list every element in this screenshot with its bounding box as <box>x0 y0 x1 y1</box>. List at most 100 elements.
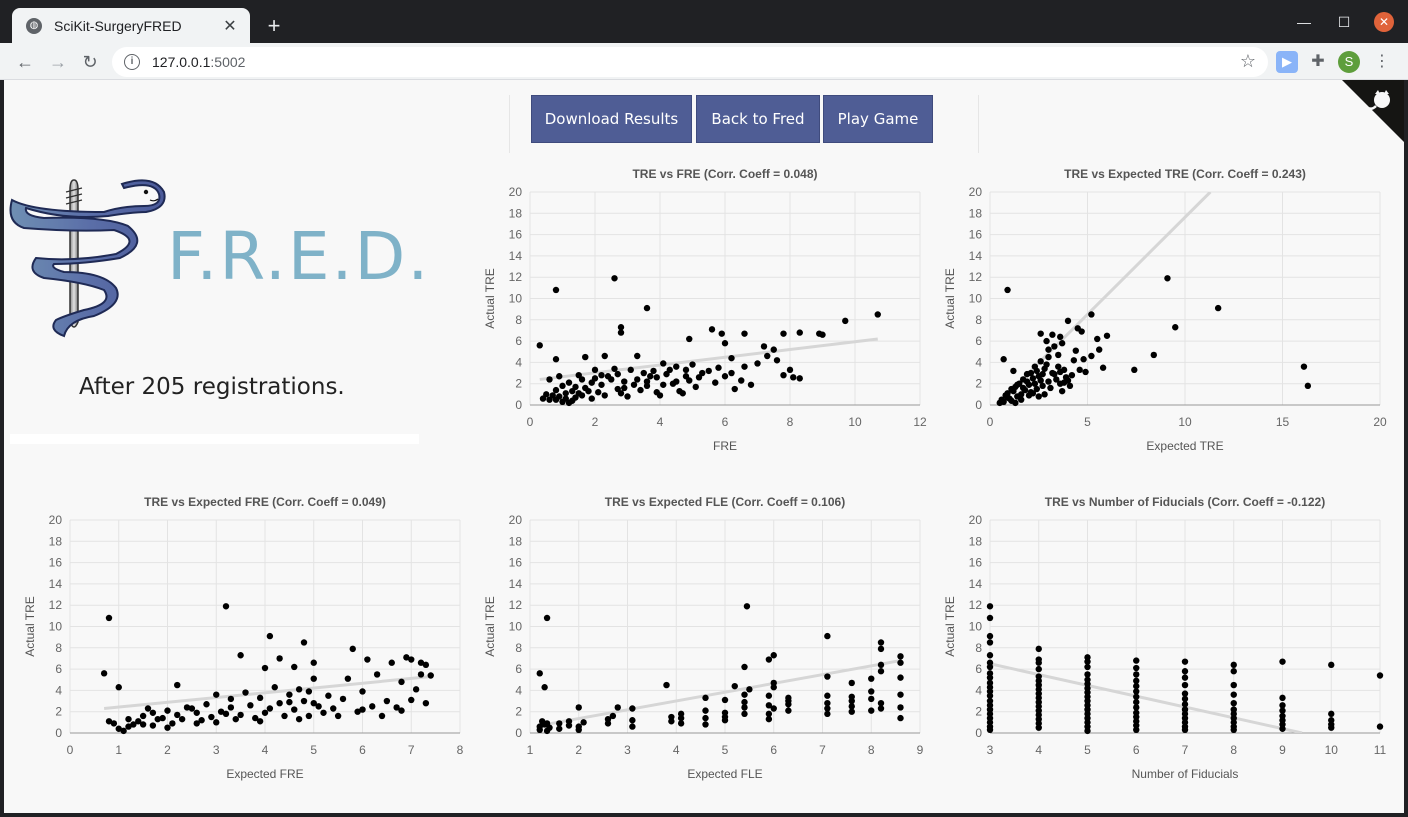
data-point <box>986 603 994 610</box>
data-point <box>536 342 543 349</box>
y-tick-label: 20 <box>509 513 523 527</box>
y-tick-label: 2 <box>975 705 982 719</box>
data-point <box>256 694 264 702</box>
data-point <box>408 656 415 663</box>
y-tick-label: 14 <box>49 577 63 591</box>
data-point <box>614 704 621 711</box>
data-point <box>295 686 303 693</box>
data-point <box>1031 380 1039 387</box>
download-results-button[interactable]: Download Results <box>531 95 692 143</box>
data-point <box>986 652 994 659</box>
data-point <box>874 311 881 318</box>
bookmark-star-icon[interactable]: ☆ <box>1239 51 1256 71</box>
data-point <box>731 682 738 690</box>
data-point <box>728 369 735 377</box>
data-point <box>660 360 667 367</box>
y-tick-label: 18 <box>969 534 983 548</box>
maximize-icon[interactable]: ☐ <box>1337 14 1351 30</box>
profile-avatar[interactable]: S <box>1338 51 1360 73</box>
data-point <box>1328 724 1335 731</box>
data-point <box>986 639 994 646</box>
data-point <box>1103 332 1111 339</box>
data-point <box>877 699 885 707</box>
data-point <box>1045 353 1052 361</box>
play-game-button[interactable]: Play Game <box>823 95 933 143</box>
y-tick-label: 0 <box>515 726 522 740</box>
minimize-icon[interactable]: — <box>1297 14 1311 30</box>
data-point <box>217 708 225 715</box>
x-tick-label: 1 <box>527 743 534 757</box>
data-point <box>334 712 342 720</box>
data-point <box>541 684 548 691</box>
data-point <box>130 721 137 728</box>
data-point <box>359 688 366 695</box>
data-point <box>154 715 161 723</box>
data-point <box>242 689 249 696</box>
back-to-fred-button[interactable]: Back to Fred <box>696 95 820 143</box>
y-tick-label: 4 <box>975 683 982 697</box>
chart-title: TRE vs Expected FRE (Corr. Coeff = 0.049… <box>144 495 386 509</box>
data-point <box>105 614 113 622</box>
info-icon[interactable]: i <box>124 54 140 70</box>
data-point <box>562 390 569 397</box>
data-point <box>164 707 171 714</box>
puzzle-extension-icon[interactable]: ✚ <box>1311 53 1325 70</box>
data-point <box>608 376 615 383</box>
data-point <box>780 371 787 379</box>
data-point <box>627 366 634 374</box>
data-point <box>702 694 709 702</box>
data-point <box>634 376 641 383</box>
data-point <box>1000 356 1007 363</box>
data-point <box>824 710 831 718</box>
data-point <box>1181 726 1189 734</box>
data-point <box>164 724 171 731</box>
back-arrow-icon[interactable]: ← <box>16 52 34 72</box>
data-point <box>1037 330 1044 337</box>
data-point <box>276 699 283 707</box>
meet-extension-icon[interactable]: ▶ <box>1276 51 1298 73</box>
data-point <box>819 331 826 338</box>
data-point <box>546 396 553 403</box>
forward-arrow-icon[interactable]: → <box>49 52 67 72</box>
data-point <box>660 381 667 388</box>
close-window-icon[interactable]: ✕ <box>1374 12 1394 32</box>
y-tick-label: 14 <box>509 249 523 263</box>
data-point <box>591 375 599 382</box>
data-point <box>543 720 551 727</box>
data-point <box>765 692 773 699</box>
data-point <box>139 712 147 720</box>
menu-dots-icon[interactable]: ⋮ <box>1374 53 1390 70</box>
data-point <box>1133 726 1140 734</box>
data-point <box>986 726 994 734</box>
data-point <box>580 719 587 726</box>
data-point <box>1181 690 1189 697</box>
x-tick-label: 5 <box>1084 415 1091 429</box>
data-point <box>1080 356 1087 363</box>
button-bar: Download Results Back to Fred Play Game <box>509 95 979 153</box>
y-tick-label: 16 <box>49 556 63 570</box>
data-point <box>1096 346 1103 353</box>
data-point <box>398 707 405 714</box>
y-tick-label: 4 <box>975 355 982 369</box>
data-point <box>149 722 157 729</box>
new-tab-button[interactable]: + <box>267 13 281 38</box>
tab-close-button[interactable]: ✕ <box>223 17 237 35</box>
y-tick-label: 18 <box>509 206 523 220</box>
data-point <box>369 703 376 710</box>
data-point <box>682 366 690 374</box>
data-point <box>770 652 777 659</box>
data-point <box>1088 352 1095 360</box>
data-point <box>673 363 680 370</box>
x-tick-label: 8 <box>457 743 464 757</box>
reload-icon[interactable]: ↻ <box>82 52 98 72</box>
browser-tab[interactable]: ◍ SciKit-SurgeryFRED ✕ <box>12 8 250 43</box>
github-corner-icon[interactable] <box>1342 80 1404 142</box>
address-bar[interactable]: i 127.0.0.1:5002 ☆ <box>112 47 1268 77</box>
data-point <box>897 659 904 666</box>
y-tick-label: 20 <box>509 185 523 199</box>
data-point <box>556 373 563 380</box>
data-point <box>669 380 677 387</box>
y-tick-label: 8 <box>975 641 982 655</box>
data-point <box>765 656 773 663</box>
